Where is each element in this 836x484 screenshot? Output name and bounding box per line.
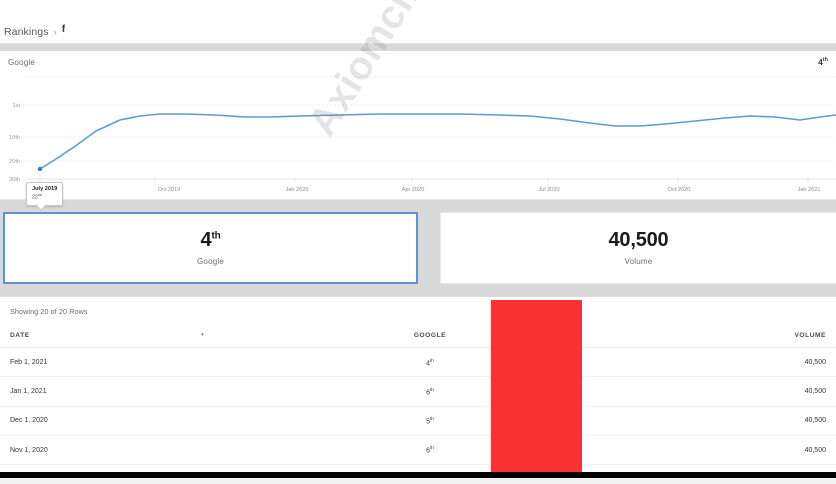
bottom-black-bar <box>0 472 836 478</box>
breadcrumb-item-rankings[interactable]: Rankings <box>4 26 49 38</box>
cell-google-rank-suffix: th <box>430 416 434 422</box>
chart-title: Google <box>8 58 35 67</box>
cell-google-rank-suffix: th <box>430 357 434 363</box>
cell-date: Feb 1, 2021 <box>0 347 280 378</box>
chart-current-rank: 4th <box>818 57 828 67</box>
chart-data-point-marker <box>37 166 43 172</box>
kpi-rank-value: 4th <box>201 230 221 250</box>
ranking-line <box>39 113 836 170</box>
sort-descending-icon[interactable]: ▼ <box>200 332 206 338</box>
cell-google-rank-value: 4 <box>426 359 431 367</box>
svg-text:Oct 2019: Oct 2019 <box>158 187 181 193</box>
cell-volume: 40,500 <box>580 464 836 472</box>
column-header-date[interactable]: DATE ▼ <box>0 325 280 348</box>
chart-current-rank-suffix: th <box>822 57 828 64</box>
cell-volume: 40,500 <box>580 406 836 436</box>
table-row[interactable]: Dec 1, 2020 5th 40,500 <box>0 406 836 436</box>
kpi-volume-label: Volume <box>624 257 653 266</box>
rankings-table-panel: Showing 20 of 20 Rows DATE ▼ GOOGLE VOLU… <box>0 297 836 472</box>
cell-google-rank-suffix: th <box>430 445 434 451</box>
table-body: Feb 1, 2021 4th 40,500 Jan 1, 2021 6th 40,500… <box>0 347 836 472</box>
table-row[interactable]: Jan 1, 2021 6th 40,500 <box>0 376 836 407</box>
chart-tooltip: July 2019 22nd <box>26 182 64 212</box>
ranking-chart-panel: Google 4th 1st 10th 20th 30th <box>0 51 836 212</box>
top-white-strip <box>0 0 836 18</box>
cell-google-rank: 6th <box>280 464 580 472</box>
chart-tooltip-rank-value: 22 <box>32 194 38 201</box>
table-header: DATE ▼ GOOGLE VOLUME <box>0 325 836 348</box>
chart-tooltip-rank: 22nd <box>32 193 57 201</box>
table-header-row: DATE ▼ GOOGLE VOLUME <box>0 325 836 348</box>
svg-text:Apr 2020: Apr 2020 <box>402 187 425 193</box>
kpi-volume-value: 40,500 <box>608 229 669 251</box>
cell-volume: 40,500 <box>580 347 836 378</box>
breadcrumb-item-current[interactable]: f <box>61 23 66 35</box>
kpi-rank-suffix: th <box>211 230 221 242</box>
cell-google-rank-suffix: th <box>430 386 434 392</box>
svg-text:Jul 2020: Jul 2020 <box>538 187 559 193</box>
svg-text:Jan 2020: Jan 2020 <box>285 187 308 193</box>
column-header-volume[interactable]: VOLUME <box>580 325 836 348</box>
svg-text:Jan 2021: Jan 2021 <box>797 187 820 193</box>
breadcrumb: Rankings › f <box>4 23 65 38</box>
breadcrumb-separator-icon: › <box>53 27 57 37</box>
red-highlight-overlay <box>491 300 582 472</box>
cell-volume: 40,500 <box>580 376 836 407</box>
cell-google-rank-value: 6 <box>426 389 431 397</box>
svg-text:20th: 20th <box>9 159 20 165</box>
cell-volume: 40,500 <box>580 435 836 466</box>
column-header-date-label: DATE <box>10 332 30 339</box>
cell-date: Dec 1, 2020 <box>0 406 280 436</box>
rows-count-label: Showing 20 of 20 Rows <box>10 307 88 316</box>
svg-text:Oct 2020: Oct 2020 <box>668 187 691 193</box>
kpi-card-row: 4th Google 40,500 Volume <box>0 206 836 290</box>
rankings-table: DATE ▼ GOOGLE VOLUME Feb 1, 2021 4th 40,50… <box>0 325 836 472</box>
ranking-line-chart[interactable]: 1st 10th 20th 30th Jul 2019 Oct 2019 <box>0 69 836 199</box>
kpi-rank-number: 4 <box>200 229 212 251</box>
cell-date: Oct 1, 2020 <box>0 464 280 472</box>
kpi-card-volume[interactable]: 40,500 Volume <box>440 212 836 284</box>
svg-text:30th: 30th <box>9 177 20 183</box>
cell-date: Nov 1, 2020 <box>0 435 280 466</box>
table-row[interactable]: Feb 1, 2021 4th 40,500 <box>0 347 836 378</box>
bottom-light-strip <box>0 478 836 484</box>
column-header-date-wrap: DATE ▼ <box>10 332 205 339</box>
svg-text:10th: 10th <box>9 135 20 141</box>
table-row[interactable]: Nov 1, 2020 6th 40,500 <box>0 435 836 466</box>
cell-google-rank-value: 6 <box>426 447 431 455</box>
cell-google-rank-value: 5 <box>426 418 431 426</box>
chart-tooltip-date: July 2019 <box>32 186 58 192</box>
svg-text:1st: 1st <box>13 103 21 109</box>
breadcrumb-bar: Rankings › f <box>0 18 836 44</box>
cell-date: Jan 1, 2021 <box>0 376 280 407</box>
chart-current-rank-value: 4 <box>818 57 823 67</box>
chart-tooltip-rank-suffix: nd <box>37 192 42 197</box>
kpi-card-rank[interactable]: 4th Google <box>3 212 418 284</box>
kpi-rank-label: Google <box>197 257 224 266</box>
